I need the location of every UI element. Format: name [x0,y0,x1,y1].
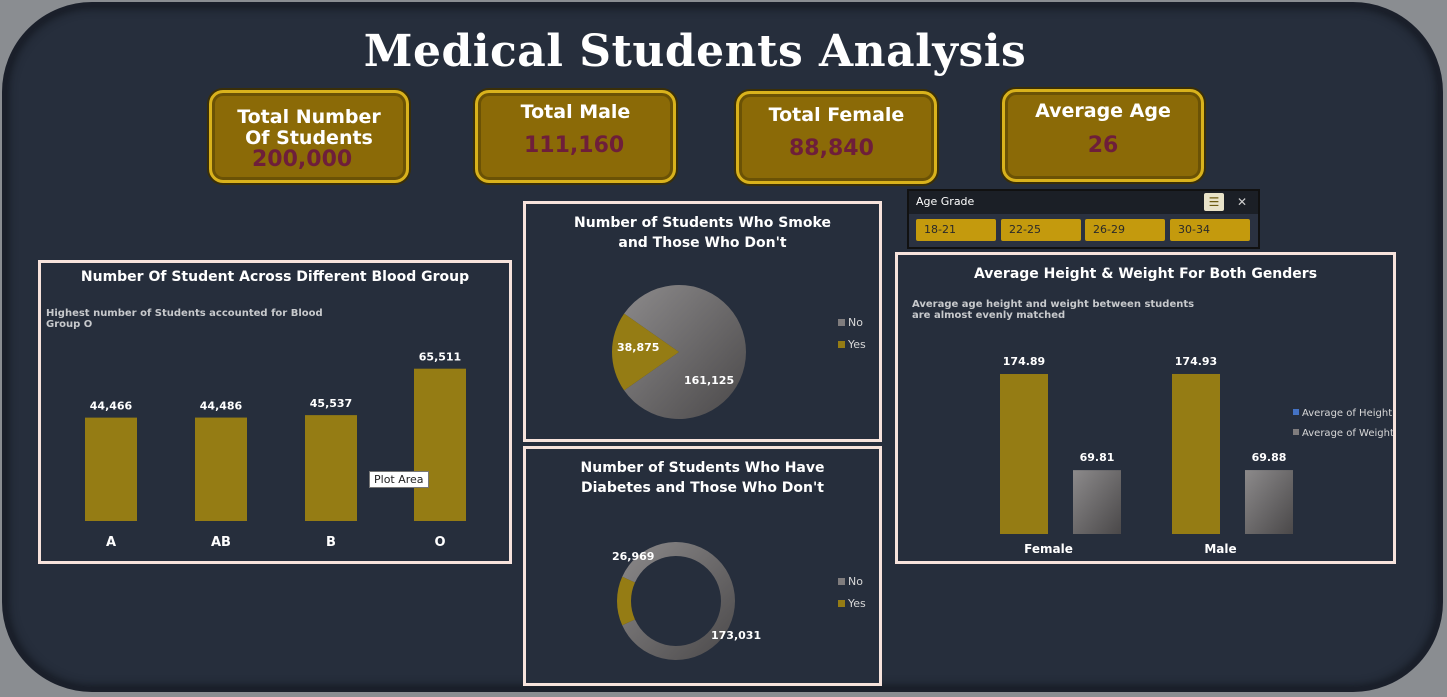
slicer-item[interactable]: 30-34 [1170,219,1250,241]
kpi-value: 111,160 [524,133,625,158]
slicer-item[interactable]: 18-21 [916,219,996,241]
bar [1172,373,1220,534]
smoking-chart[interactable]: Number of Students Who Smoke and Those W… [523,201,882,442]
legend-label: No [848,316,863,329]
kpi-value: 26 [1087,133,1119,158]
data-label: 69.81 [1080,451,1115,464]
kpi-total-male: Total Male 111,160 [475,90,676,183]
data-label: 173,031 [711,629,761,642]
kpi-value: 88,840 [789,136,874,161]
clear-filter-icon[interactable]: ✕ [1236,195,1248,209]
bar [1245,470,1293,534]
x-tick-label: Female [1024,542,1073,556]
chart-title: Average Height & Weight For Both Genders [973,266,1318,282]
bar [414,368,466,521]
bar [195,417,247,521]
data-label: 69.88 [1252,451,1287,464]
data-label: 26,969 [612,550,654,563]
bar [1073,470,1121,534]
legend-label: Yes [847,597,866,610]
data-label: 44,486 [200,400,243,413]
kpi-label: Total Male [520,101,631,123]
data-label: 38,875 [617,341,659,354]
pie-slice-yes [617,576,635,626]
pie-slice-no [624,285,746,419]
kpi-label: Average Age [1035,100,1171,122]
bar [305,415,357,521]
blood-group-plot: 44,466 A 44,486 AB 45,537 B 65,511 O [85,351,466,550]
slicer-item[interactable]: 26-29 [1085,219,1165,241]
legend-swatch [838,341,845,348]
kpi-label: Total Female [768,104,905,126]
smoking-plot: 161,125 38,875 No Yes [612,285,866,419]
legend-swatch [1293,429,1299,435]
data-label: 65,511 [419,351,461,364]
legend-swatch [838,319,845,326]
kpi-label: Total Number Of Students [237,106,381,149]
data-label: 44,466 [90,400,133,413]
chart-title: Number of Students Who Have Diabetes and… [580,460,825,496]
legend-label: Average of Height [1302,408,1392,419]
chart-subtitle: Highest number of Students accounted for… [46,308,323,330]
x-tick-label: Male [1204,542,1236,556]
age-grade-slicer: Age Grade ☰ ✕ 18-21 22-25 26-29 30-34 [907,189,1260,249]
diabetes-chart[interactable]: Number of Students Who Have Diabetes and… [523,446,882,686]
legend-swatch [1293,409,1299,415]
diabetes-plot: 173,031 26,969 No Yes [612,542,866,660]
chart-title: Number Of Student Across Different Blood… [80,269,470,285]
data-label: 174.93 [1175,355,1217,368]
kpi-total-students: Total Number Of Students 200,000 [209,90,409,183]
slicer-header: Age Grade ☰ ✕ [909,191,1258,214]
kpi-total-female: Total Female 88,840 [736,91,937,184]
page-title: Medical Students Analysis [363,26,1027,77]
x-tick-label: O [434,535,445,550]
kpi-average-age: Average Age 26 [1002,89,1204,182]
multi-select-icon[interactable]: ☰ [1204,193,1224,211]
height-weight-plot: 174.89 69.81 Female 174.93 69.88 Male Average … [1000,355,1393,556]
x-tick-label: AB [211,535,231,550]
legend-label: Average of Weight [1302,428,1393,439]
chart-title: Number of Students Who Smoke and Those W… [574,215,831,251]
legend-swatch [838,600,845,607]
chart-subtitle: Average age height and weight between st… [912,299,1195,321]
legend-label: No [848,575,863,588]
legend-swatch [838,578,845,585]
pie-slice-yes [612,313,679,391]
bar [85,417,137,521]
blood-group-chart[interactable]: Number Of Student Across Different Blood… [38,260,512,564]
data-label: 45,537 [310,397,352,410]
kpi-value: 200,000 [252,147,353,172]
data-label: 174.89 [1003,355,1045,368]
slicer-title: Age Grade [916,195,975,208]
height-weight-chart[interactable]: Average Height & Weight For Both Genders… [895,252,1396,564]
data-label: 161,125 [684,374,734,387]
legend-label: Yes [847,338,866,351]
x-tick-label: A [106,535,116,550]
plot-area-tooltip: Plot Area [369,471,429,488]
bar [1000,374,1048,534]
x-tick-label: B [326,535,336,550]
slicer-item[interactable]: 22-25 [1001,219,1081,241]
